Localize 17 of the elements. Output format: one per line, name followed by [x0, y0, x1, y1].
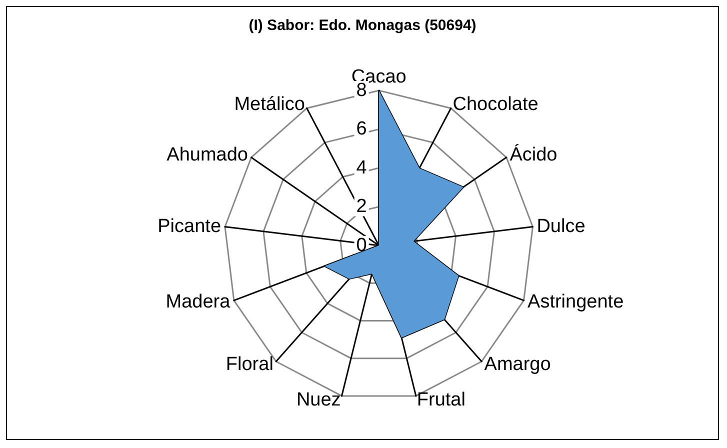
spoke-label: Dulce: [536, 216, 586, 237]
spoke-label: Amargo: [484, 354, 551, 375]
spoke-label: Astringente: [528, 291, 624, 312]
spoke-label: Frutal: [416, 389, 466, 410]
spoke-label: Ácido: [510, 144, 558, 166]
chart-title: (I) Sabor: Edo. Monagas (50694): [248, 17, 476, 34]
spoke-label: Nuez: [296, 389, 341, 410]
spoke-label: Madera: [166, 291, 231, 312]
y-tick-label: 2: [356, 196, 367, 218]
y-tick-label: 4: [356, 157, 368, 178]
spoke-label: Picante: [158, 216, 222, 237]
y-tick-label: 0: [356, 234, 367, 256]
y-tick-label: 6: [356, 118, 367, 140]
spoke-label: Floral: [226, 354, 274, 375]
spoke-label: Ahumado: [166, 144, 248, 166]
spoke-label: Chocolate: [452, 94, 538, 116]
spoke-label: Metálico: [234, 94, 305, 116]
